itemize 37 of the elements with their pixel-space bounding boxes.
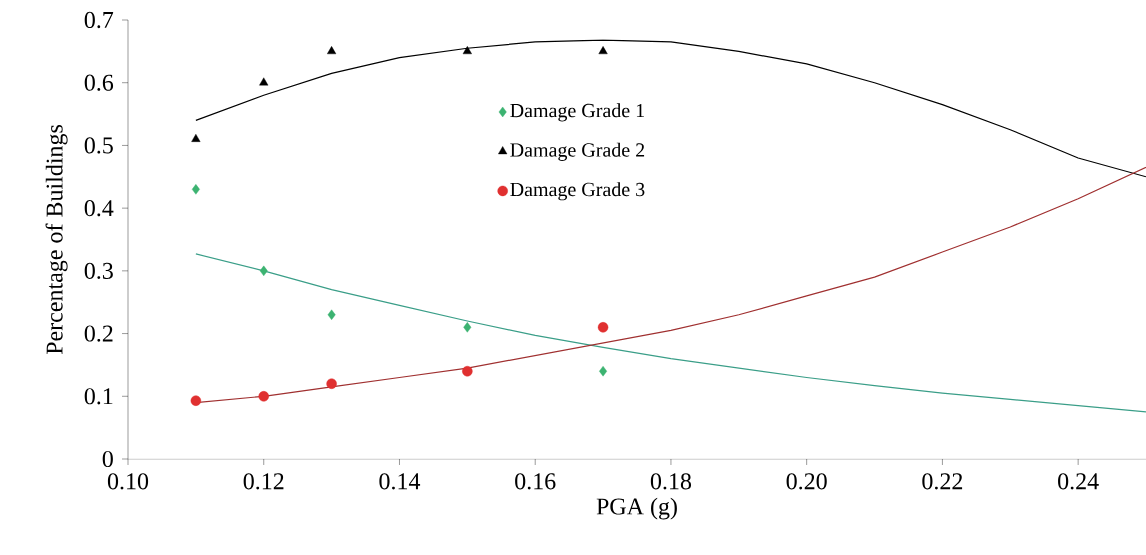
y-tick-label: 0.4 [84,199,114,217]
legend-label: Damage Grade 3 [510,182,645,201]
point [259,265,268,277]
legend-label: Damage Grade 2 [510,142,645,161]
x-axis-title: PGA (g) [596,497,677,520]
y-tick-label: 0.6 [84,74,114,91]
x-tick-label: 0.16 [515,473,556,490]
x-tick-label: 0.12 [243,473,284,490]
point [258,391,269,402]
line-series [195,39,1146,178]
point [191,184,200,195]
y-tick-label: 0 [102,450,113,468]
y-axis-title: Percentage of Buildings [45,125,68,355]
point [326,378,337,389]
y-tick-label: 0.3 [84,262,113,280]
y-tick-label: 0.5 [84,137,113,154]
point [259,77,269,86]
x-tick-label: 0.18 [650,473,692,490]
y-tick-label: 0.2 [84,325,113,342]
x-tick-label: 0.20 [786,473,827,490]
point [463,322,472,333]
point [190,395,202,406]
point [462,46,472,55]
point [462,366,473,377]
point [597,322,609,333]
x-tick-label: 0.24 [1058,473,1099,490]
y-tick-label: 0.1 [84,388,113,405]
point [327,46,337,55]
point [191,133,201,142]
legend-label: Damage Grade 1 [510,103,644,122]
x-tick-label: 0.22 [922,473,963,490]
y-tick-label: 0.7 [84,11,114,29]
x-tick-label: 0.10 [107,473,149,490]
x-tick-label: 0.14 [379,473,421,490]
point [599,366,608,377]
point [598,46,608,55]
point [327,309,336,320]
